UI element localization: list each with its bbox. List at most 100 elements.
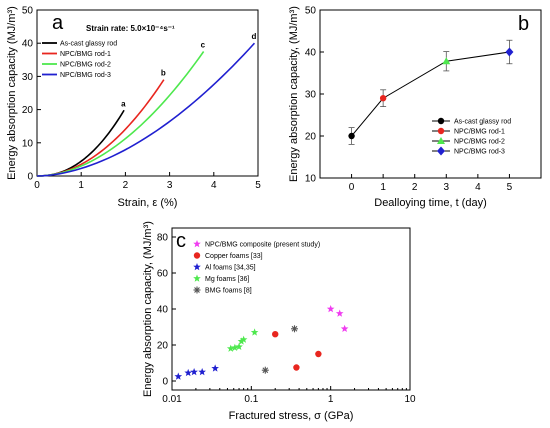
panel-c-chart: 0.01 0.1 1 10 0 20 40 60 80 Fractured stress, σ (… — [142, 221, 416, 422]
data-point — [272, 331, 279, 338]
data-point — [184, 368, 192, 377]
y-tick-label: 10 — [305, 174, 317, 185]
y-tick-label: 0 — [27, 172, 33, 183]
y-tick-label: 50 — [22, 6, 34, 17]
legend-marker — [193, 274, 201, 282]
panel-a-plot-frame — [36, 9, 259, 177]
data-point — [290, 325, 298, 333]
curve-label-c: c — [201, 41, 206, 50]
y-tick-label: 40 — [22, 39, 34, 50]
data-point — [348, 132, 355, 140]
panel-label: a — [52, 12, 64, 34]
x-tick-label: 0 — [34, 180, 40, 191]
legend-marker — [193, 240, 201, 248]
legend-marker — [437, 127, 445, 135]
x-tick-label: 3 — [167, 180, 173, 191]
x-tick-label: 10 — [404, 394, 416, 405]
legend-entry: NPC/BMG rod-2 — [60, 62, 111, 69]
x-tick-label: 5 — [255, 180, 261, 191]
legend-marker — [193, 286, 201, 294]
series-line-c — [36, 51, 205, 177]
legend-entry: NPC/BMG composite (present study) — [205, 242, 320, 249]
x-tick-label: 4 — [475, 182, 481, 193]
y-tick-label: 40 — [305, 48, 317, 59]
legend-entry: NPC/BMG rod-1 — [60, 51, 111, 58]
panel-label: c — [176, 230, 186, 252]
legend-entry: Copper foams [33] — [205, 253, 263, 260]
data-point — [250, 328, 259, 336]
y-tick-label: 30 — [22, 72, 34, 83]
data-point — [261, 366, 269, 374]
data-point — [231, 343, 239, 351]
legend-entry: NPC/BMG rod-1 — [454, 129, 505, 136]
legend-entry: NPC/BMG rod-2 — [454, 139, 505, 146]
y-tick-label: 20 — [157, 341, 169, 352]
y-tick-label: 0 — [162, 377, 168, 388]
legend-entry: Al foams [34,35] — [205, 265, 256, 272]
series-line-d — [36, 42, 256, 177]
y-tick-label: 30 — [305, 90, 317, 101]
y-axis-label: Energy absorption capacity, (MJ/m³) — [142, 221, 154, 397]
x-tick-label: 2 — [123, 180, 129, 191]
x-tick-label: 1 — [328, 394, 334, 405]
y-axis-label: Energy absorption capacity (MJ/m³) — [6, 6, 18, 180]
x-tick-label: 0 — [349, 182, 355, 193]
data-point — [237, 337, 246, 345]
panel-b-plot-frame — [319, 9, 542, 179]
data-point — [335, 309, 344, 317]
x-tick-label: 1 — [78, 180, 84, 191]
y-tick-label: 50 — [305, 6, 317, 17]
y-tick-label: 10 — [22, 138, 34, 149]
legend-marker — [193, 263, 201, 271]
legend-entry: NPC/BMG rod-3 — [454, 149, 505, 156]
data-point — [379, 95, 387, 102]
data-point — [198, 368, 206, 376]
x-tick-label: 3 — [444, 182, 450, 193]
data-point — [293, 364, 300, 371]
x-tick-label: 0.1 — [244, 394, 258, 405]
data-point — [442, 57, 451, 65]
legend-marker — [437, 146, 445, 156]
data-point — [315, 350, 322, 358]
x-tick-label: 1 — [380, 182, 386, 193]
legend-marker — [437, 117, 445, 125]
curve-label-a: a — [121, 99, 126, 108]
legend-entry: Mg foams [36] — [205, 276, 249, 283]
data-point — [326, 305, 335, 313]
panel-b-chart: 0 1 2 3 4 5 10 20 30 40 50 Dealloying time, t (day)… — [288, 6, 542, 209]
data-point — [505, 47, 514, 57]
data-point — [235, 342, 243, 351]
strain-rate-note: Strain rate: 5.0×10⁻⁴s⁻¹ — [86, 24, 175, 33]
data-point — [174, 372, 183, 380]
data-point — [340, 324, 349, 333]
legend-entry: As-cast glassy rod — [454, 119, 511, 126]
legend-entry: NPC/BMG rod-3 — [60, 72, 111, 79]
curve-label-d: d — [251, 32, 256, 41]
data-point — [239, 335, 248, 343]
panel-label: b — [518, 13, 529, 35]
y-tick-label: 20 — [22, 105, 34, 116]
legend-marker — [193, 252, 201, 259]
curve-label-b: b — [161, 69, 166, 78]
y-axis-label: Energy absorption capacity, (MJ/m³) — [288, 6, 300, 182]
x-tick-label: 4 — [211, 180, 217, 191]
x-tick-label: 5 — [507, 182, 513, 193]
connecting-line — [351, 51, 510, 137]
y-tick-label: 40 — [157, 305, 169, 316]
x-axis-label: Fractured stress, σ (GPa) — [229, 410, 354, 422]
x-axis-label: Strain, ε (%) — [118, 197, 178, 209]
x-axis-label: Dealloying time, t (day) — [374, 197, 487, 209]
y-tick-label: 60 — [157, 269, 169, 280]
y-tick-label: 80 — [157, 233, 169, 244]
legend-entry: BMG foams [8] — [205, 288, 252, 295]
legend-entry: As-cast glassy rod — [60, 41, 117, 48]
x-tick-label: 2 — [412, 182, 418, 193]
data-point — [211, 364, 219, 372]
x-tick-label: 0.01 — [162, 394, 182, 405]
data-point — [190, 368, 198, 376]
legend-marker — [437, 137, 445, 144]
y-tick-label: 20 — [305, 132, 317, 143]
data-point — [226, 344, 235, 352]
